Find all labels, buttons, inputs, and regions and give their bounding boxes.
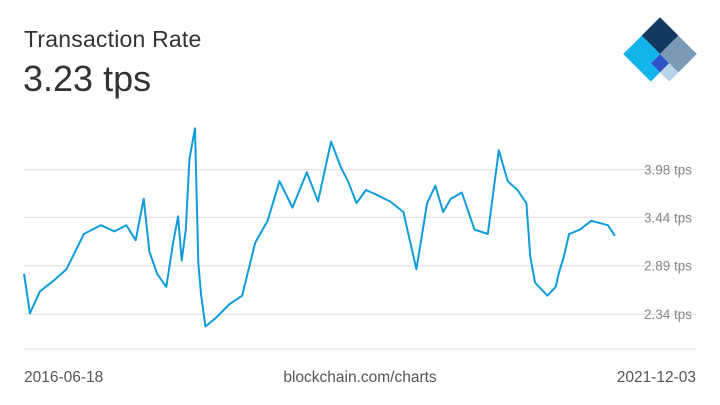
- current-value: 3.23 tps: [23, 58, 152, 99]
- chart-series: [23, 127, 616, 328]
- x-axis-start-label: 2016-06-18: [24, 369, 104, 386]
- y-axis-labels: 3.98 tps 3.44 tps 2.89 tps 2.34 tps: [644, 163, 692, 323]
- blockchain-logo-icon: [623, 17, 697, 82]
- chart-title: Transaction Rate: [24, 26, 202, 52]
- source-link[interactable]: blockchain.com/charts: [283, 369, 437, 386]
- series-line: [23, 127, 616, 328]
- y-tick-label-1: 3.44 tps: [644, 210, 692, 225]
- chart-grid: [24, 169, 696, 350]
- x-axis-end-label: 2021-12-03: [616, 369, 696, 386]
- y-tick-label-2: 2.89 tps: [644, 259, 692, 274]
- y-tick-label-3: 2.34 tps: [644, 307, 692, 322]
- y-tick-label-0: 3.98 tps: [644, 163, 692, 178]
